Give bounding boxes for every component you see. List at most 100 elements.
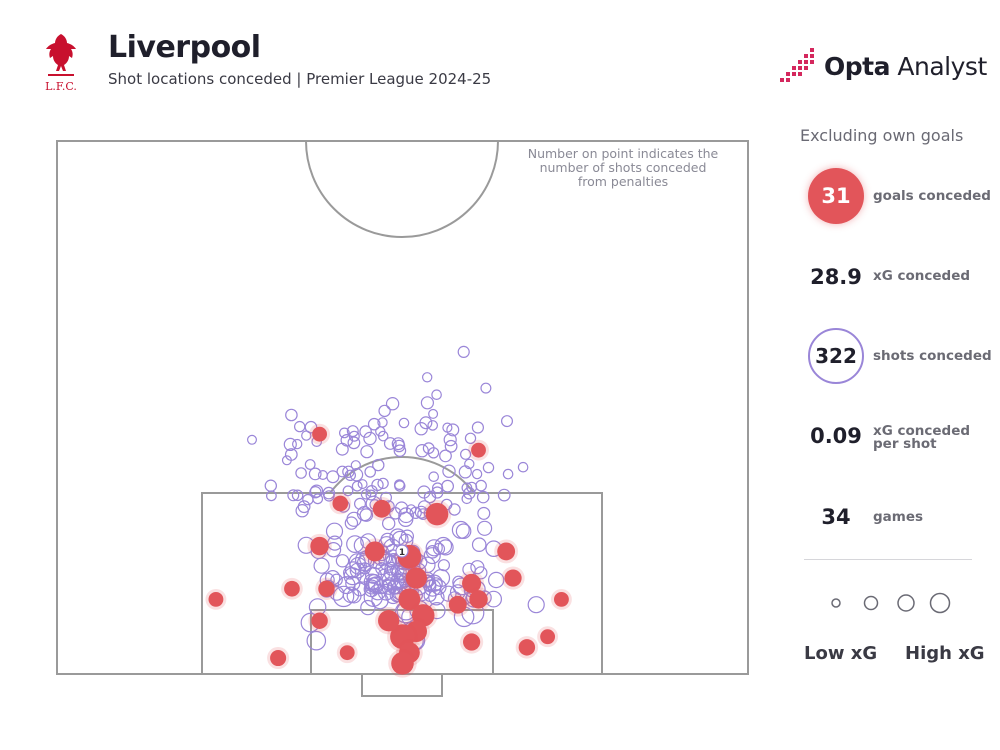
shot-point	[464, 432, 477, 444]
xg-size-legend	[831, 592, 951, 614]
shot-point	[365, 566, 383, 584]
shot-point	[323, 490, 335, 502]
page-subtitle: Shot locations conceded | Premier League…	[108, 70, 492, 88]
shot-markers	[247, 345, 545, 651]
shot-point	[527, 596, 545, 614]
goal-point	[270, 649, 287, 667]
shot-point	[285, 408, 298, 422]
shot-point	[471, 421, 484, 434]
shot-point	[474, 566, 488, 580]
shot-point	[371, 591, 389, 610]
shot-point	[317, 470, 328, 481]
shot-point	[463, 487, 476, 500]
shot-point	[325, 522, 344, 540]
shot-point	[330, 573, 343, 587]
shot-point	[287, 489, 300, 502]
games-value: 34	[821, 505, 851, 529]
goal-point	[208, 591, 224, 607]
goal-point	[540, 629, 556, 645]
shot-point	[443, 433, 457, 447]
shot-point	[291, 489, 304, 502]
shot-point	[377, 430, 389, 442]
shot-point	[422, 442, 435, 455]
shot-point	[345, 575, 361, 592]
xg-per-shot-value: 0.09	[810, 424, 862, 448]
shot-point	[360, 599, 376, 616]
shot-point	[306, 630, 327, 651]
shot-point	[475, 479, 487, 492]
shot-point	[477, 520, 493, 536]
shot-point	[428, 471, 439, 482]
shots-conceded-badge: 322	[808, 328, 864, 384]
shot-point	[292, 438, 303, 450]
shot-point	[360, 445, 374, 459]
goal-point	[318, 580, 335, 597]
shot-point	[309, 486, 322, 499]
shot-point	[336, 465, 349, 478]
shot-point	[423, 490, 437, 504]
shot-point	[339, 427, 350, 439]
shot-point	[441, 479, 455, 493]
goals-conceded-badge: 31	[808, 168, 864, 224]
shot-point	[350, 460, 361, 471]
shot-point	[356, 505, 372, 522]
shot-point	[422, 372, 433, 383]
shot-point	[409, 506, 422, 519]
legend-low-label: Low xG	[804, 643, 878, 664]
shot-point	[476, 490, 490, 504]
goal-point	[310, 536, 329, 556]
shot-point	[385, 397, 400, 411]
shot-point	[310, 484, 324, 498]
panel-divider	[804, 559, 972, 560]
shot-point	[295, 467, 307, 479]
shot-point	[304, 420, 318, 434]
legend-circle-low	[831, 598, 841, 608]
goal-point	[284, 580, 300, 597]
shot-point	[425, 539, 443, 557]
shot-point	[377, 417, 388, 428]
shot-point	[423, 588, 437, 602]
shot-point	[423, 547, 441, 565]
shot-point	[368, 576, 384, 592]
shot-point	[347, 436, 361, 450]
shot-point	[502, 468, 514, 480]
games-label: games	[873, 509, 924, 525]
legend-circle-mid-low	[863, 595, 879, 611]
penalty-marker: 1	[395, 544, 409, 558]
liverpool-crest-logo: L.F.C.	[45, 34, 77, 93]
svg-text:L.F.C.: L.F.C.	[45, 80, 77, 93]
xg-conceded-value: 28.9	[810, 265, 862, 289]
goal-point	[463, 633, 481, 651]
shot-point	[428, 408, 439, 419]
shots-conceded-label: shots conceded	[873, 348, 992, 364]
shot-point	[247, 434, 258, 445]
shot-point	[348, 553, 366, 571]
shot-point	[342, 485, 354, 497]
shot-point	[371, 478, 384, 492]
shot-point	[322, 486, 336, 500]
shot-point	[346, 535, 364, 553]
goal-point	[554, 591, 569, 607]
goal-point	[462, 573, 482, 593]
shot-point	[482, 461, 495, 474]
page-title: Liverpool	[108, 30, 261, 65]
shot-point	[427, 420, 438, 431]
shot-point	[380, 532, 395, 548]
shot-point	[477, 506, 491, 520]
goal-point	[378, 610, 400, 632]
shot-point	[342, 586, 360, 604]
shot-point	[308, 467, 322, 481]
shot-point	[439, 449, 452, 463]
legend-circle-high	[929, 592, 951, 614]
shot-point	[414, 422, 428, 436]
shot-point	[294, 420, 306, 433]
shot-point	[394, 479, 405, 491]
shot-point	[430, 579, 447, 595]
shot-point	[335, 554, 350, 568]
goal-point	[372, 499, 391, 518]
shot-point	[464, 458, 475, 470]
shot-point	[480, 382, 492, 394]
goals-conceded-label: goals conceded	[873, 188, 991, 204]
goal-point	[504, 569, 522, 587]
